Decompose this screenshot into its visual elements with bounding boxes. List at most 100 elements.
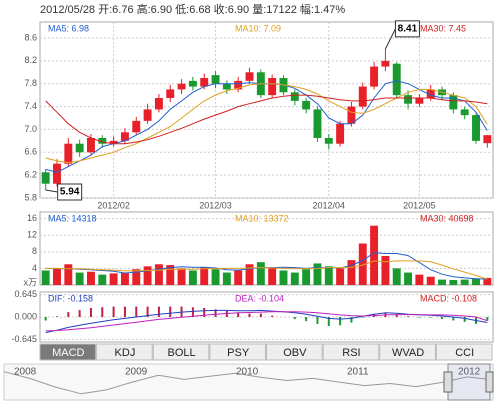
- volume-bar: [358, 243, 367, 285]
- candle-body: [143, 109, 152, 121]
- volume-bar: [347, 260, 356, 285]
- volume-bar: [245, 264, 254, 285]
- y-axis-unit: x万: [23, 277, 37, 287]
- navigator-year: 2012: [458, 367, 481, 378]
- volume-bar: [256, 262, 265, 285]
- y-tick-label: 7.4: [24, 101, 37, 111]
- volume-bar: [211, 269, 220, 285]
- navigator-year: 2010: [236, 367, 259, 378]
- volume-bar: [143, 266, 152, 285]
- candle-body: [449, 95, 458, 110]
- tab-label[interactable]: PSY: [227, 347, 250, 359]
- legend-entry: MA30: 40698: [420, 213, 474, 223]
- tab[interactable]: [266, 343, 323, 361]
- volume-bar: [222, 272, 231, 285]
- tab-label[interactable]: BOLL: [167, 347, 195, 359]
- ma-line: [45, 311, 488, 332]
- tab[interactable]: [322, 343, 380, 361]
- volume-bar: [290, 272, 299, 285]
- candle-body: [166, 89, 175, 98]
- candle-body: [188, 80, 197, 87]
- legend-entry: DIF: -0.158: [48, 293, 93, 303]
- volume-bar: [336, 268, 345, 285]
- y-tick-label: 16: [27, 213, 37, 223]
- candle-body: [222, 83, 231, 90]
- volume-bar: [460, 279, 469, 285]
- volume-bar: [381, 255, 390, 285]
- x-tick-label: 2012/02: [97, 200, 130, 210]
- y-tick-label: 7.8: [24, 78, 37, 88]
- annotation-leader: [45, 189, 58, 193]
- tab[interactable]: [96, 343, 153, 361]
- panel-frame: [39, 21, 494, 199]
- candle-body: [132, 120, 141, 133]
- tab[interactable]: [152, 343, 210, 361]
- volume-bar: [415, 274, 424, 285]
- navigator-window[interactable]: [447, 363, 491, 401]
- candle-body: [347, 106, 356, 124]
- tab-label[interactable]: OBV: [283, 347, 307, 359]
- candle-body: [404, 95, 413, 104]
- navigator-handle[interactable]: [485, 371, 494, 393]
- candle-body: [392, 63, 401, 96]
- tab-label[interactable]: MACD: [52, 347, 84, 359]
- volume-bar: [279, 270, 288, 285]
- x-tick-label: 2012/05: [403, 200, 436, 210]
- volume-bar: [370, 225, 379, 285]
- candle-body: [86, 138, 95, 153]
- volume-bar: [188, 270, 197, 285]
- volume-bar: [449, 280, 458, 285]
- tab-label[interactable]: WVAD: [392, 347, 424, 359]
- candle-body: [245, 72, 254, 81]
- navigator-year: 2008: [14, 367, 37, 378]
- candle-body: [426, 89, 435, 98]
- volume-bar: [64, 264, 73, 285]
- volume-bar: [302, 269, 311, 285]
- candle-body: [358, 86, 367, 107]
- x-tick-label: 2012/04: [313, 200, 346, 210]
- y-tick-label: 6.6: [24, 147, 37, 157]
- header: 2012/05/28 开:6.76 高:6.90 低:6.68 收:6.90 量…: [40, 2, 345, 16]
- navigator-line: [3, 371, 494, 395]
- navigator-handle[interactable]: [443, 371, 453, 393]
- volume-bar: [438, 279, 447, 285]
- candle-body: [370, 66, 379, 87]
- y-tick-label: 8: [32, 246, 37, 256]
- tab-label[interactable]: CCI: [455, 347, 474, 359]
- candle-body: [324, 138, 333, 144]
- volume-bar: [483, 277, 492, 285]
- candle-body: [53, 163, 61, 184]
- tab-label[interactable]: KDJ: [115, 347, 136, 359]
- candle-body: [109, 140, 118, 144]
- candle-body: [234, 80, 243, 90]
- navigator-year: 2011: [347, 367, 369, 378]
- legend-entry: MA10: 7.09: [235, 23, 281, 33]
- y-tick-label: 0.645: [14, 289, 37, 299]
- volume-bar: [132, 269, 141, 285]
- candle-body: [381, 60, 390, 67]
- tab[interactable]: [379, 343, 436, 361]
- y-tick-label: 4: [32, 263, 37, 273]
- volume-bar: [154, 264, 163, 285]
- volume-bar: [404, 272, 413, 285]
- tab-label[interactable]: RSI: [342, 347, 360, 359]
- volume-bar: [268, 268, 277, 285]
- candle-body: [302, 100, 311, 110]
- volume-bar: [234, 270, 243, 285]
- legend-entry: MA30: 7.45: [420, 23, 466, 33]
- y-tick-label: 8.2: [24, 55, 37, 65]
- volume-bar: [200, 267, 209, 285]
- volume-bar: [41, 270, 50, 285]
- tab[interactable]: [209, 343, 266, 361]
- navigator-frame: [3, 363, 494, 401]
- y-tick-label: 6.2: [24, 170, 37, 180]
- legend-entry: MA5: 6.98: [48, 23, 89, 33]
- volume-bar: [109, 273, 118, 285]
- legend-entry: MACD: -0.108: [420, 293, 477, 303]
- candle-body: [75, 143, 84, 153]
- tab[interactable]: [435, 343, 493, 361]
- tab[interactable]: [39, 343, 97, 361]
- candle-body: [200, 78, 209, 87]
